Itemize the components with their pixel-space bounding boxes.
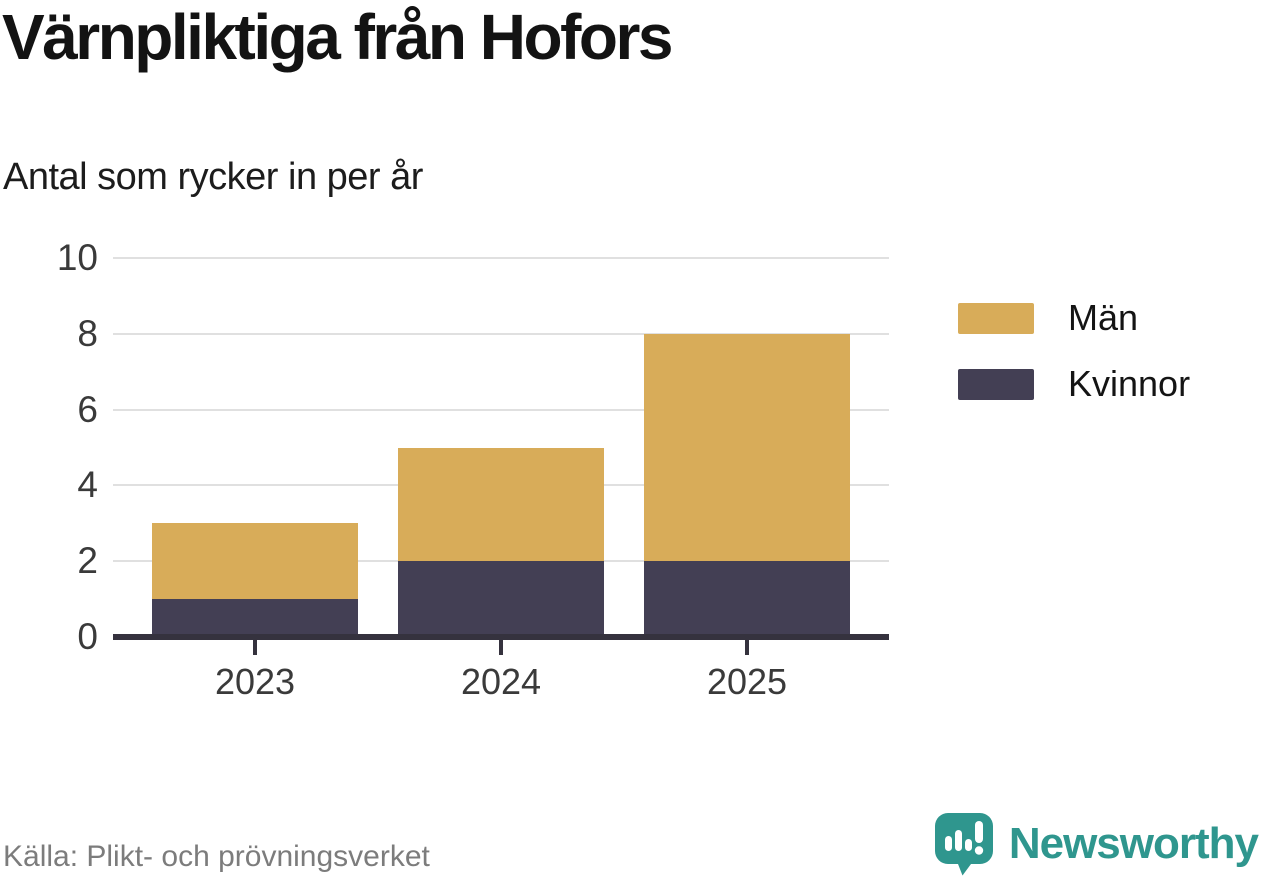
bar-chart: 0 2 4 6 8 10 2023 2024 2025 [0,239,900,708]
legend-row-kvinnor: Kvinnor [958,363,1190,405]
y-tick-label-2: 2 [77,540,98,582]
x-tick-label-2023: 2023 [214,661,296,702]
x-tick-2025 [745,640,749,655]
x-tick-label-2025: 2025 [706,661,788,702]
legend-swatch-kvinnor [958,368,1034,400]
chart-title: Värnpliktiga från Hofors [2,1,674,73]
y-tick-label-0: 0 [77,616,98,657]
y-tick-label-6: 6 [77,388,98,430]
bar-segment-män-2024 [398,447,604,562]
source-note: Källa: Plikt- och prövningsverket [3,840,430,873]
gridline-y6 [113,408,889,411]
y-tick-label-4: 4 [77,464,98,506]
newsworthy-logo-text: Newsworthy [1008,819,1259,868]
x-tick-label-2024: 2024 [460,661,542,702]
gridline-y8 [113,332,889,335]
x-tick-2024 [499,640,503,655]
plot-area [113,257,889,655]
legend: Män Kvinnor [958,297,1190,405]
gridline-y10 [113,257,889,259]
bar-segment-kvinnor-2023 [152,599,358,637]
y-tick-label-8: 8 [77,312,98,354]
newsworthy-logo-icon [934,813,993,876]
legend-label-kvinnor: Kvinnor [1068,363,1191,404]
legend-label-män: Män [1068,297,1139,338]
x-tick-2023 [253,640,257,655]
y-axis-labels: 0 2 4 6 8 10 [0,239,98,655]
bar-segment-kvinnor-2024 [398,561,604,637]
bar-segment-kvinnor-2025 [644,561,850,637]
chart-subtitle: Antal som rycker in per år [3,156,423,198]
newsworthy-logo: Newsworthy [933,812,1259,876]
bar-segment-män-2025 [644,333,850,562]
bar-segment-män-2023 [152,523,358,600]
legend-row-män: Män [958,297,1190,339]
x-axis-line [113,634,889,640]
y-tick-label-10: 10 [56,237,98,278]
legend-swatch-män [958,302,1034,334]
